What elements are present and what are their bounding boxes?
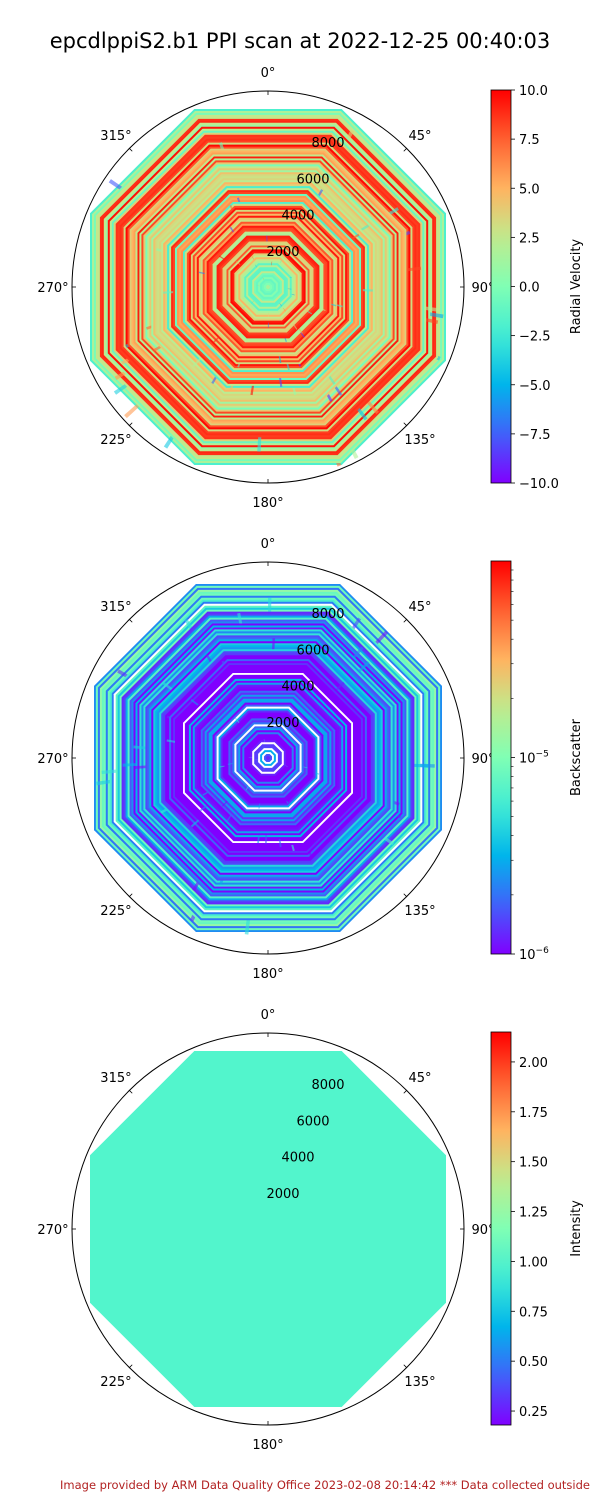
- theta-tick-label: 45°: [409, 129, 432, 144]
- range-gate: [268, 756, 270, 758]
- r-tick-label: 8000: [311, 1078, 344, 1093]
- theta-tick: [129, 1090, 133, 1094]
- colorbar-tick-label: 0.0: [519, 281, 540, 296]
- theta-tick-label: 0°: [261, 537, 276, 552]
- theta-tick: [403, 422, 407, 426]
- colorbar-tick-label: 0.50: [519, 1355, 548, 1370]
- theta-tick-label: 315°: [100, 600, 131, 615]
- theta-tick: [129, 1364, 133, 1368]
- theta-tick: [403, 1364, 407, 1368]
- theta-tick-label: 0°: [261, 1008, 276, 1023]
- r-tick-label: 8000: [311, 607, 344, 622]
- theta-tick-label: 180°: [252, 1438, 283, 1453]
- theta-tick-label: 0°: [261, 66, 276, 81]
- theta-tick: [403, 619, 407, 623]
- radial-velocity-panel: 0° 45° 90° 135° 180° 225° 270° 315° 2000 4000 6000…: [0, 60, 600, 530]
- theta-tick: [403, 893, 407, 897]
- polar-chart: 0° 45° 90° 135° 180° 225° 270° 315° 2000 4000 6000…: [37, 537, 584, 982]
- theta-tick-label: 45°: [409, 1071, 432, 1086]
- r-tick-label: 2000: [266, 1187, 299, 1202]
- colorbar-tick-label: 1.50: [519, 1156, 548, 1171]
- theta-tick-label: 315°: [100, 1071, 131, 1086]
- colorbar: [490, 89, 512, 484]
- colorbar-tick-label: 0.25: [519, 1405, 548, 1420]
- theta-tick: [403, 1090, 407, 1094]
- theta-tick-label: 270°: [37, 281, 68, 296]
- theta-tick-label: 180°: [252, 496, 283, 511]
- r-tick-label: 2000: [266, 716, 299, 731]
- r-tick-label: 4000: [281, 209, 314, 224]
- theta-tick: [129, 148, 133, 152]
- theta-tick-label: 315°: [100, 129, 131, 144]
- colorbar-tick-label: 10.0: [519, 84, 548, 99]
- colorbar-tick-label: −2.5: [519, 330, 551, 345]
- colorbar-tick-label: 1.00: [519, 1255, 548, 1270]
- colorbar-tick-label: 1.25: [519, 1206, 548, 1221]
- backscatter-panel: 0° 45° 90° 135° 180° 225° 270° 315° 2000 4000 6000…: [0, 531, 600, 1001]
- colorbar-label: Radial Velocity: [569, 239, 584, 335]
- range-gate: [266, 285, 270, 289]
- colorbar: [490, 560, 512, 955]
- colorbar-tick-label: −10.0: [519, 477, 559, 492]
- polar-chart: 0° 45° 90° 135° 180° 225° 270° 315° 2000 4000 6000…: [37, 1008, 584, 1453]
- theta-tick: [129, 619, 133, 623]
- theta-tick-label: 180°: [252, 967, 283, 982]
- colorbar-tick-label: 0.75: [519, 1305, 548, 1320]
- theta-tick-label: 90°: [471, 281, 494, 296]
- theta-tick-label: 90°: [471, 752, 494, 767]
- theta-tick-label: 270°: [37, 752, 68, 767]
- colorbar-label: Intensity: [569, 1200, 584, 1257]
- polar-chart: 0° 45° 90° 135° 180° 225° 270° 315° 2000 4000 6000…: [37, 66, 584, 511]
- colorbar-tick-label: 7.5: [519, 133, 540, 148]
- theta-tick-label: 135°: [404, 433, 435, 448]
- theta-tick-label: 45°: [409, 600, 432, 615]
- colorbar: [490, 1031, 512, 1426]
- intensity-sweep: [90, 1051, 446, 1407]
- scan-field: [90, 109, 446, 467]
- footer-credit: Image provided by ARM Data Quality Offic…: [60, 1478, 590, 1492]
- colorbar-tick-label: −5.0: [519, 379, 551, 394]
- theta-tick-label: 225°: [100, 1375, 131, 1390]
- intensity-panel: 0° 45° 90° 135° 180° 225° 270° 315° 2000 4000 6000…: [0, 1002, 600, 1472]
- theta-tick-label: 270°: [37, 1223, 68, 1238]
- theta-tick-label: 225°: [100, 433, 131, 448]
- theta-tick: [403, 148, 407, 152]
- theta-tick: [129, 422, 133, 426]
- r-tick-label: 2000: [266, 245, 299, 260]
- colorbar-tick-label: 10−6: [519, 946, 549, 963]
- colorbar-tick-label: 1.75: [519, 1106, 548, 1121]
- colorbar-tick-label: 10−5: [519, 750, 549, 767]
- r-tick-label: 8000: [311, 136, 344, 151]
- figure-title: epcdlppiS2.b1 PPI scan at 2022-12-25 00:…: [49, 29, 551, 53]
- r-tick-label: 4000: [281, 1151, 314, 1166]
- r-tick-label: 6000: [296, 172, 329, 187]
- colorbar-tick-label: 2.5: [519, 231, 540, 246]
- scan-field: [90, 580, 446, 936]
- r-tick-label: 6000: [296, 1114, 329, 1129]
- colorbar-tick-label: 5.0: [519, 182, 540, 197]
- theta-tick-label: 90°: [471, 1223, 494, 1238]
- r-tick-label: 6000: [296, 643, 329, 658]
- scan-field: [90, 1051, 446, 1407]
- theta-tick-label: 135°: [404, 904, 435, 919]
- theta-tick-label: 135°: [404, 1375, 435, 1390]
- colorbar-tick-label: 2.00: [519, 1056, 548, 1071]
- colorbar-tick-label: −7.5: [519, 428, 551, 443]
- r-tick-label: 4000: [281, 680, 314, 695]
- theta-tick: [129, 893, 133, 897]
- theta-tick-label: 225°: [100, 904, 131, 919]
- colorbar-label: Backscatter: [569, 718, 584, 796]
